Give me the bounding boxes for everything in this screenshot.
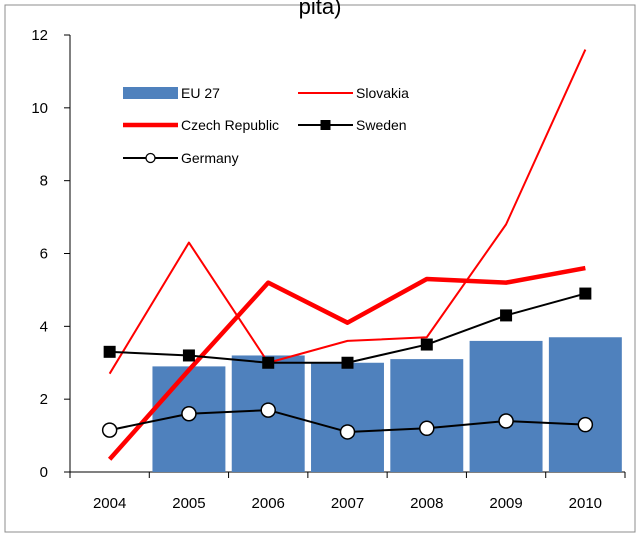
bar-series — [152, 337, 622, 472]
legend: EU 27 Slovakia Czech Republic Sweden Germany — [123, 85, 409, 166]
x-axis-ticks: 2004 2005 2006 2007 2008 2009 2010 — [69, 472, 626, 512]
data-point — [577, 416, 594, 433]
y-tick-label: 0 — [40, 464, 48, 481]
legend-label: Slovakia — [356, 85, 409, 101]
bar — [311, 362, 384, 472]
data-point — [181, 405, 197, 422]
y-tick-label: 10 — [31, 100, 48, 117]
y-tick-label: 8 — [40, 173, 48, 190]
series-line — [107, 265, 586, 461]
legend-label: Czech Republic — [181, 117, 279, 133]
legend-label: EU 27 — [181, 85, 220, 101]
x-tick-label: 2010 — [569, 495, 602, 512]
series-line — [108, 49, 587, 375]
chart-title: pita) — [299, 0, 342, 19]
y-tick-label: 12 — [31, 27, 48, 44]
data-point — [101, 422, 118, 438]
y-tick-label: 6 — [40, 246, 48, 263]
x-tick-label: 2007 — [331, 495, 364, 512]
data-point — [103, 345, 116, 358]
y-tick-label: 4 — [40, 318, 48, 335]
data-point — [500, 309, 513, 322]
x-tick-label: 2005 — [172, 495, 205, 512]
bar — [469, 340, 543, 472]
data-point — [579, 287, 592, 300]
data-point — [419, 420, 435, 437]
data-point — [339, 424, 356, 440]
y-axis-ticks: 0 2 4 6 8 10 12 — [31, 27, 70, 481]
x-tick-label: 2009 — [489, 495, 522, 512]
legend-marker — [145, 152, 156, 164]
x-tick-label: 2006 — [252, 495, 285, 512]
x-tick-label: 2008 — [410, 495, 443, 512]
legend-label: Germany — [181, 150, 239, 166]
x-tick-label: 2004 — [93, 495, 126, 512]
y-tick-label: 2 — [40, 391, 48, 408]
line-series — [101, 49, 594, 461]
bar — [390, 359, 464, 472]
legend-swatch-bar — [123, 87, 178, 99]
data-point — [420, 338, 433, 351]
data-point — [182, 349, 195, 362]
data-point — [262, 356, 275, 369]
legend-marker — [320, 120, 331, 130]
legend-label: Sweden — [356, 117, 407, 133]
data-point — [498, 413, 514, 429]
bar — [548, 337, 622, 472]
data-point — [260, 402, 276, 418]
data-point — [341, 356, 354, 369]
